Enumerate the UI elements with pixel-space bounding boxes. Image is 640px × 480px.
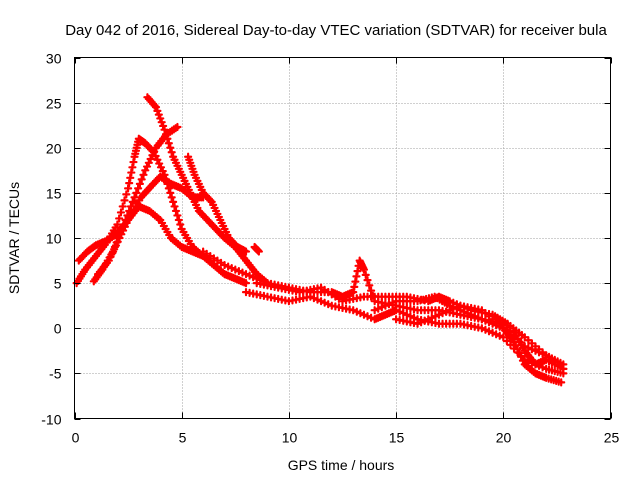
- data-point: [559, 364, 568, 373]
- data-point: [363, 276, 372, 285]
- data-point: [116, 208, 126, 217]
- x-axis-ticks: 0 5 10 15 20 25: [72, 57, 620, 446]
- data-point: [531, 342, 540, 351]
- data-point: [241, 279, 251, 288]
- data-point: [527, 339, 536, 348]
- data-point: [122, 190, 131, 199]
- data-point: [124, 184, 133, 193]
- data-point: [169, 197, 178, 206]
- data-point: [166, 188, 175, 197]
- x-tick-label: 10: [282, 430, 298, 446]
- data-point: [129, 157, 138, 167]
- data-point: [167, 148, 176, 157]
- data-point: [130, 193, 139, 202]
- series-arc-7: [250, 242, 263, 256]
- y-tick-label: 15: [46, 186, 62, 202]
- data-point: [120, 196, 129, 205]
- y-tick-label: 30: [46, 51, 62, 67]
- x-axis-label: GPS time / hours: [288, 457, 395, 473]
- data-point: [126, 173, 135, 182]
- series-arc-6: [184, 152, 251, 256]
- y-tick-label: 0: [54, 321, 62, 337]
- data-point: [349, 288, 358, 297]
- x-tick-label: 0: [72, 430, 80, 446]
- data-point: [137, 175, 146, 184]
- data-point: [170, 202, 179, 211]
- data-point: [171, 206, 181, 216]
- data-point: [254, 247, 263, 256]
- data-point: [557, 378, 566, 387]
- data-point: [176, 220, 185, 229]
- data-points: [72, 93, 568, 387]
- data-point: [115, 214, 124, 223]
- series-arc-12: [370, 292, 568, 373]
- data-point: [352, 272, 361, 281]
- data-point: [353, 266, 362, 276]
- data-point: [125, 178, 134, 188]
- x-tick-label: 20: [496, 430, 512, 446]
- y-tick-label: 5: [54, 276, 62, 292]
- x-tick-label: 15: [389, 430, 405, 446]
- x-tick-label: 25: [604, 430, 620, 446]
- data-point: [166, 143, 175, 152]
- data-point: [139, 170, 148, 179]
- data-point: [365, 281, 374, 290]
- data-point: [351, 277, 360, 286]
- chart-title: Day 042 of 2016, Sidereal Day-to-day VTE…: [65, 22, 607, 39]
- data-point: [350, 282, 359, 291]
- data-point: [361, 270, 370, 279]
- y-axis-label: SDTVAR / TECUs: [6, 182, 22, 294]
- data-point: [113, 220, 122, 229]
- data-point: [359, 265, 369, 274]
- data-point: [134, 184, 143, 193]
- y-tick-label: -10: [41, 412, 61, 428]
- data-point: [241, 247, 251, 256]
- data-point: [128, 197, 137, 206]
- grid: [74, 57, 611, 419]
- y-axis-ticks: -10 -5 0 5 10 15 20 25 30: [41, 51, 611, 428]
- data-point: [477, 306, 486, 315]
- data-point: [538, 348, 547, 357]
- y-tick-label: 10: [46, 231, 62, 247]
- data-point: [163, 134, 172, 143]
- data-point: [502, 336, 511, 346]
- data-point: [481, 309, 490, 318]
- data-point: [499, 333, 508, 342]
- data-point: [135, 179, 144, 188]
- data-point: [174, 215, 183, 225]
- data-point: [520, 333, 529, 342]
- data-point: [524, 336, 533, 345]
- data-point: [127, 168, 136, 177]
- data-point: [173, 122, 182, 132]
- data-point: [167, 193, 176, 202]
- y-tick-label: 20: [46, 141, 62, 157]
- data-point: [173, 211, 182, 220]
- data-point: [534, 345, 544, 354]
- data-point: [160, 125, 169, 134]
- data-point: [161, 130, 171, 139]
- y-tick-label: -5: [49, 366, 62, 382]
- data-point: [128, 163, 137, 172]
- data-point: [132, 188, 141, 197]
- data-point: [164, 139, 173, 148]
- data-point: [118, 202, 127, 211]
- x-tick-label: 5: [179, 430, 187, 446]
- y-tick-label: 25: [46, 96, 62, 112]
